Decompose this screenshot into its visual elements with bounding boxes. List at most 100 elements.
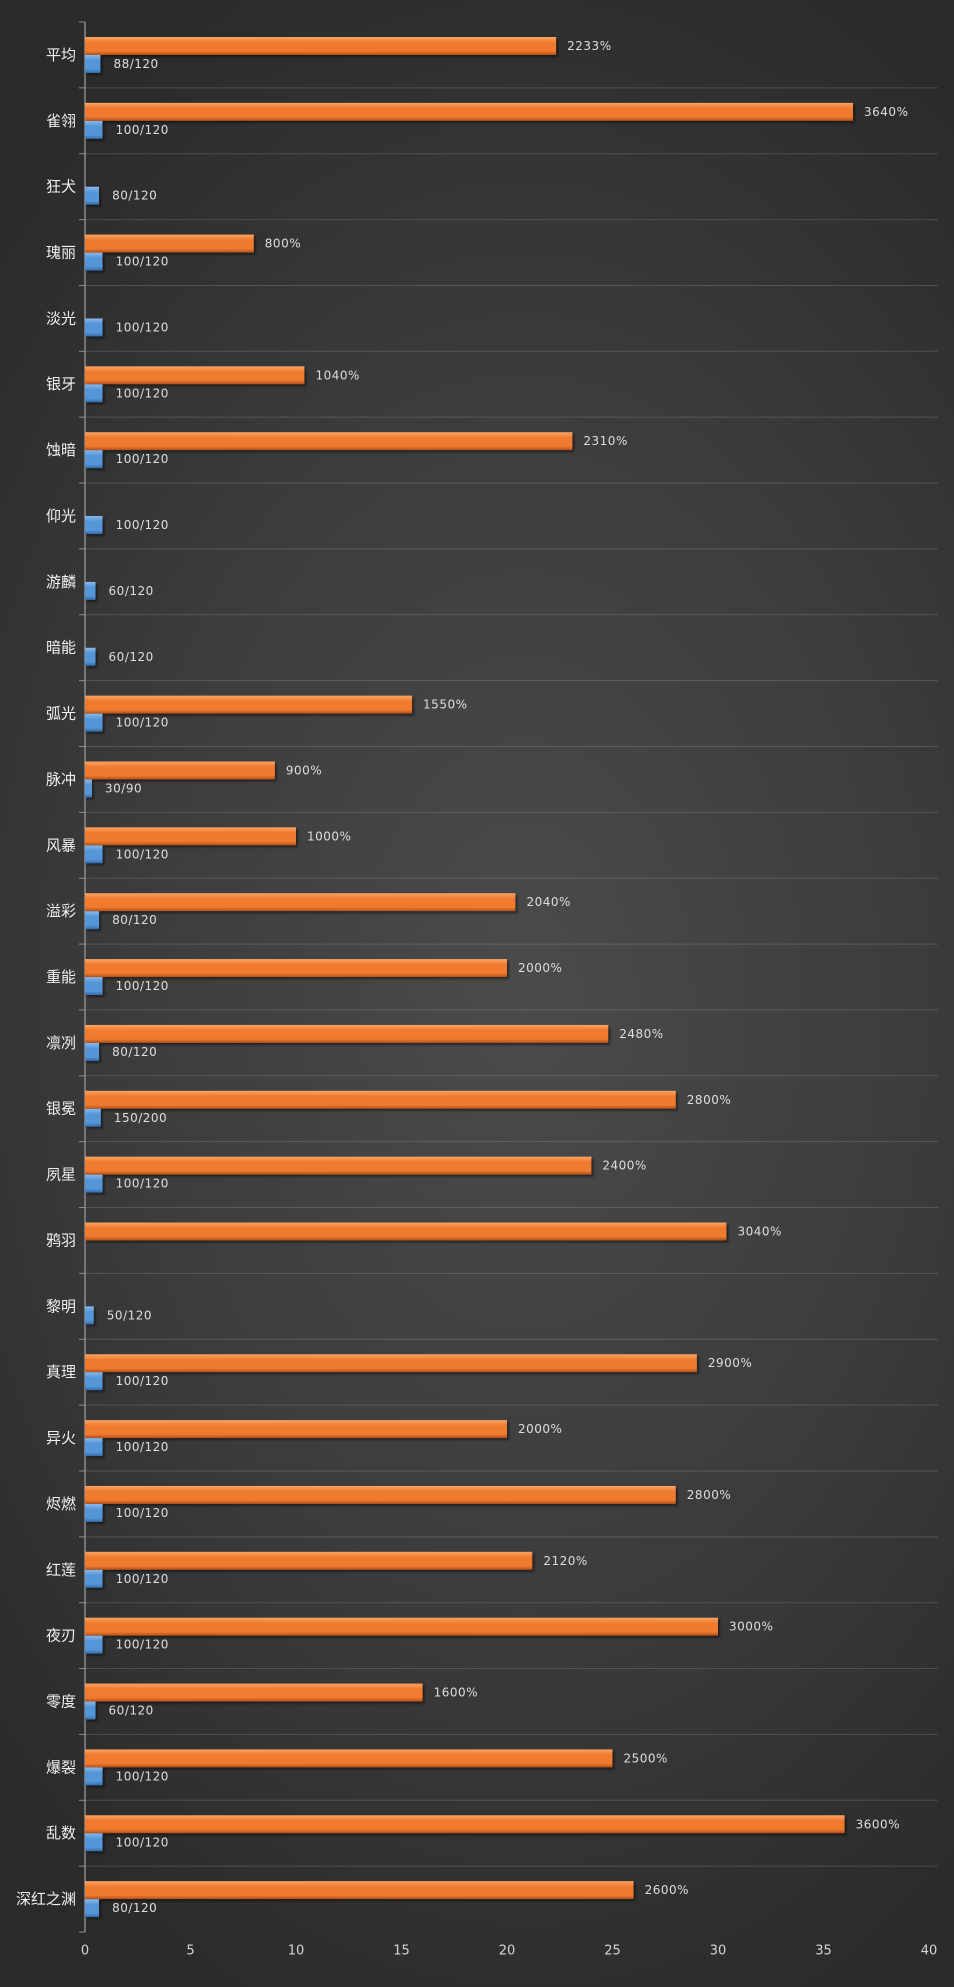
orange-data-label: 3640% [864,105,908,119]
orange-data-label: 3000% [729,1620,773,1634]
category-label: 风暴 [46,836,76,854]
blue-bar [85,516,103,535]
orange-bar [85,1222,727,1241]
category-label: 弧光 [46,705,76,723]
blue-data-label: 100/120 [116,255,169,269]
x-tick-label: 25 [604,1944,621,1959]
category-label: 深红之渊 [16,1890,76,1908]
orange-data-label: 2800% [687,1093,731,1107]
blue-bar [85,252,103,271]
category-label: 溢彩 [46,902,76,920]
category-label: 真理 [46,1363,76,1381]
blue-data-label: 100/120 [116,1638,169,1652]
orange-bar [85,37,557,55]
blue-bar [85,1372,103,1391]
orange-data-label: 800% [265,237,301,251]
category-label: 爆裂 [46,1758,76,1776]
blue-data-label: 100/120 [116,123,169,137]
orange-bar [85,1815,845,1834]
blue-data-label: 80/120 [112,1045,157,1059]
x-axis-ticks: 0 5 10 15 20 25 30 35 40 [81,1944,937,1959]
orange-bar [85,432,573,451]
orange-data-label: 1550% [423,698,467,712]
orange-bar [85,827,296,846]
category-label: 银牙 [46,375,76,393]
category-label: 重能 [46,968,76,986]
blue-data-label: 80/120 [112,189,157,203]
orange-bar [85,1420,507,1439]
orange-bar [85,1683,423,1702]
orange-bar [85,1485,676,1504]
orange-bar [85,1090,676,1109]
bars [85,37,854,1918]
blue-bar [85,384,103,403]
orange-data-label: 2000% [518,961,562,975]
blue-bar [85,647,96,666]
blue-bar [85,713,103,732]
blue-bar [85,911,100,930]
x-tick-label: 30 [710,1944,727,1959]
orange-bar [85,695,413,714]
orange-data-label: 2120% [543,1554,587,1568]
blue-data-label: 80/120 [112,1901,157,1915]
category-label: 雀翎 [46,112,76,130]
orange-bar [85,102,854,121]
blue-data-label: 60/120 [109,1704,154,1718]
orange-data-label: 3600% [856,1817,900,1831]
orange-data-label: 1040% [315,368,359,382]
category-label: 狂犬 [46,178,76,196]
blue-data-label: 100/120 [116,847,169,861]
blue-data-label: 100/120 [116,1572,169,1586]
blue-bar [85,1635,103,1654]
category-label: 瑰丽 [46,244,76,262]
blue-bar [85,55,101,73]
blue-data-label: 60/120 [109,650,154,664]
blue-bar [85,581,96,600]
orange-bar [85,893,516,912]
orange-data-label: 2040% [526,895,570,909]
orange-bar [85,1024,609,1043]
orange-data-label: 2310% [583,434,627,448]
orange-bar [85,1749,613,1768]
category-label: 蚀暗 [46,441,76,459]
x-tick-label: 0 [81,1944,89,1959]
blue-data-label: 100/120 [116,1506,169,1520]
x-tick-label: 40 [921,1944,938,1959]
blue-data-label: 100/120 [116,1769,169,1783]
blue-bar [85,1569,103,1588]
orange-bar [85,366,305,385]
category-label: 平均 [46,46,76,64]
orange-data-label: 1000% [307,829,351,843]
category-label: 游麟 [46,573,76,591]
blue-bar [85,845,103,864]
category-label: 银冕 [46,1100,76,1118]
orange-data-label: 1600% [434,1686,478,1700]
x-tick-label: 35 [815,1944,832,1959]
category-label: 乱数 [46,1824,76,1842]
category-label: 黎明 [46,1297,76,1315]
orange-data-label: 3040% [737,1225,781,1239]
blue-data-label: 100/120 [116,452,169,466]
x-tick-label: 20 [499,1944,516,1959]
blue-data-label: 150/200 [114,1111,167,1125]
orange-bar [85,1617,718,1636]
blue-data-label: 80/120 [112,913,157,927]
orange-data-label: 900% [286,763,322,777]
orange-bar [85,1354,697,1373]
category-label: 红莲 [46,1561,76,1579]
orange-bar [85,1156,592,1175]
blue-data-label: 60/120 [109,584,154,598]
category-label: 鸦羽 [46,1231,76,1249]
category-label: 夙星 [46,1166,76,1184]
x-tick-label: 10 [288,1944,305,1959]
orange-data-label: 2800% [687,1488,731,1502]
category-label: 暗能 [46,639,76,657]
category-axis [79,21,86,1933]
category-label: 仰光 [46,507,76,525]
orange-bar [85,959,507,978]
blue-data-label: 100/120 [116,1835,169,1849]
blue-data-label: 100/120 [116,320,169,334]
category-label: 淡光 [46,309,76,327]
blue-bar [85,1306,94,1325]
